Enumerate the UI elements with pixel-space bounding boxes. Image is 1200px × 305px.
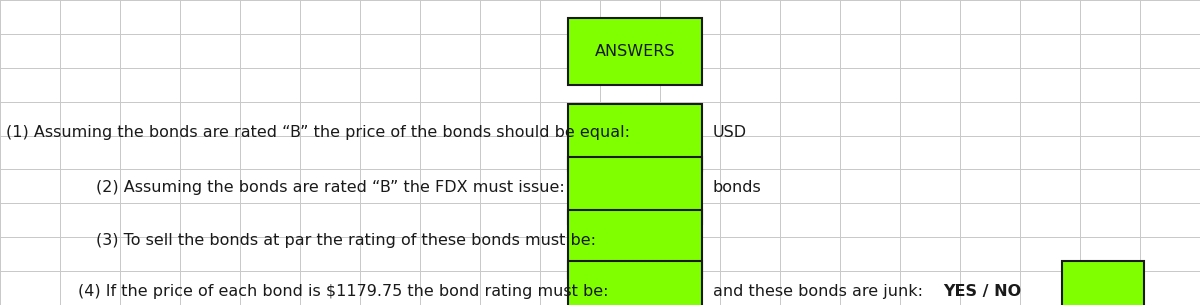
Text: (1) Assuming the bonds are rated “B” the price of the bonds should be equal:: (1) Assuming the bonds are rated “B” the… xyxy=(6,125,630,140)
Text: ANSWERS: ANSWERS xyxy=(594,44,676,59)
Text: (4) If the price of each bond is $1179.75 the bond rating must be:: (4) If the price of each bond is $1179.7… xyxy=(78,284,608,299)
Text: YES / NO: YES / NO xyxy=(943,284,1021,299)
FancyBboxPatch shape xyxy=(568,210,702,278)
Text: (2) Assuming the bonds are rated “B” the FDX must issue:: (2) Assuming the bonds are rated “B” the… xyxy=(96,180,565,195)
FancyBboxPatch shape xyxy=(568,261,702,305)
FancyBboxPatch shape xyxy=(1062,261,1144,305)
FancyBboxPatch shape xyxy=(568,18,702,85)
Text: bonds: bonds xyxy=(713,180,762,195)
Text: and these bonds are junk:: and these bonds are junk: xyxy=(713,284,923,299)
Text: USD: USD xyxy=(713,125,746,140)
FancyBboxPatch shape xyxy=(568,104,702,171)
Text: (3) To sell the bonds at par the rating of these bonds must be:: (3) To sell the bonds at par the rating … xyxy=(96,233,596,249)
FancyBboxPatch shape xyxy=(568,157,702,224)
